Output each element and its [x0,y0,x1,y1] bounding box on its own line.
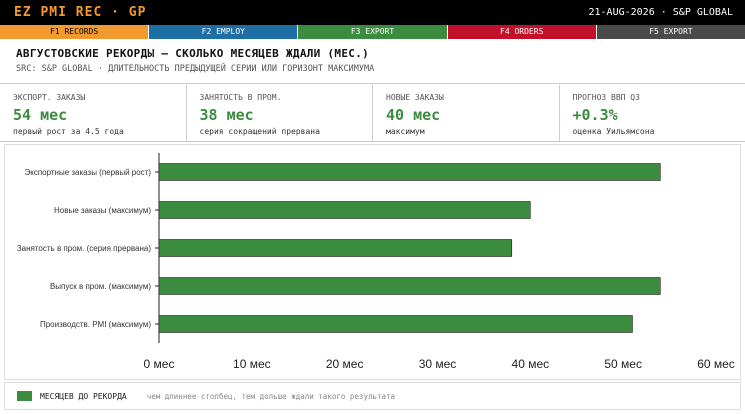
x-tick-label: 60 мес [697,357,735,371]
bar-chart: Экспортные заказы (первый рост) Новые зак… [17,153,735,371]
chart-title-block: АВГУСТОВСКИЕ РЕКОРДЫ — СКОЛЬКО МЕСЯЦЕВ Ж… [0,40,745,84]
category-label: Новые заказы (максимум) [54,206,151,215]
kpi-gdp-forecast: ПРОГНОЗ ВВП Q3 +0.3% оценка Уильямсона [560,85,745,141]
bar [158,239,513,257]
page-title: АВГУСТОВСКИЕ РЕКОРДЫ — СКОЛЬКО МЕСЯЦЕВ Ж… [16,47,370,60]
tab-f2-employ[interactable]: F2 EMPLOY [149,25,298,39]
bar [158,277,661,295]
tab-label: F4 ORDERS [500,27,544,36]
kpi-note: оценка Уильямсона [572,127,655,136]
tab-label: F2 EMPLOY [201,27,245,36]
x-tick-label: 40 мес [512,357,550,371]
function-key-bar: F1 RECORDS F2 EMPLOY F3 EXPORT F4 ORDERS… [0,25,745,39]
kpi-strip: ЭКСПОРТ. ЗАКАЗЫ 54 мес первый рост за 4.… [0,85,745,142]
x-tick-label: 20 мес [326,357,364,371]
kpi-value: 38 мес [199,106,254,124]
bar [158,315,633,333]
kpi-note: первый рост за 4.5 года [13,127,124,136]
kpi-label: ЗАНЯТОСТЬ В ПРОМ. [199,93,282,102]
page-subtitle: SRC: S&P GLOBAL · ДЛИТЕЛЬНОСТЬ ПРЕДЫДУЩЕ… [16,64,375,74]
bar [158,201,531,219]
tab-f3-export[interactable]: F3 EXPORT [298,25,447,39]
kpi-value: +0.3% [572,106,618,124]
kpi-label: ЭКСПОРТ. ЗАКАЗЫ [13,93,86,102]
kpi-new-orders: НОВЫЕ ЗАКАЗЫ 40 мес максимум [373,85,560,141]
tab-label: F3 EXPORT [350,27,395,36]
chart-legend: МЕСЯЦЕВ ДО РЕКОРДА чем длиннее столбец, … [4,382,741,410]
kpi-note: серия сокращений прервана [199,127,320,136]
x-tick-label: 50 мес [604,357,642,371]
legend-label: МЕСЯЦЕВ ДО РЕКОРДА [40,391,127,401]
kpi-value: 54 мес [13,106,68,124]
category-label: Экспортные заказы (первый рост) [24,168,151,177]
kpi-employment: ЗАНЯТОСТЬ В ПРОМ. 38 мес серия сокращени… [187,85,373,141]
kpi-label: ПРОГНОЗ ВВП Q3 [572,93,640,102]
legend-swatch [17,391,32,401]
chart-panel: Экспортные заказы (первый рост) Новые зак… [4,144,741,380]
x-tick-label: 10 мес [233,357,271,371]
tab-label: F1 RECORDS [50,27,99,36]
kpi-export-orders: ЭКСПОРТ. ЗАКАЗЫ 54 мес первый рост за 4.… [0,85,187,141]
category-label: Выпуск в пром. (максимум) [50,282,151,291]
tab-f4-orders[interactable]: F4 ORDERS [447,25,596,39]
date-source-label: 21-AUG-2026 · S&P GLOBAL [588,7,734,18]
tab-label: F5 EXPORT [649,27,693,36]
legend-note: чем длиннее столбец, тем дольше ждали та… [146,391,396,401]
kpi-note: максимум [386,127,425,136]
kpi-value: 40 мес [386,106,441,124]
tab-f1-records[interactable]: F1 RECORDS [0,25,149,39]
terminal-header: EZ PMI REC · GP 21-AUG-2026 · S&P GLOBAL [0,0,745,25]
category-label: Производств. PMI (максимум) [40,320,151,329]
category-label: Занятость в пром. (серия прервана) [17,244,152,253]
x-tick-label: 0 мес [144,357,175,371]
app-title: EZ PMI REC · GP [14,5,147,20]
kpi-label: НОВЫЕ ЗАКАЗЫ [386,93,444,102]
tab-f5-export[interactable]: F5 EXPORT [596,25,745,39]
bar [158,163,661,181]
x-tick-label: 30 мес [419,357,457,371]
